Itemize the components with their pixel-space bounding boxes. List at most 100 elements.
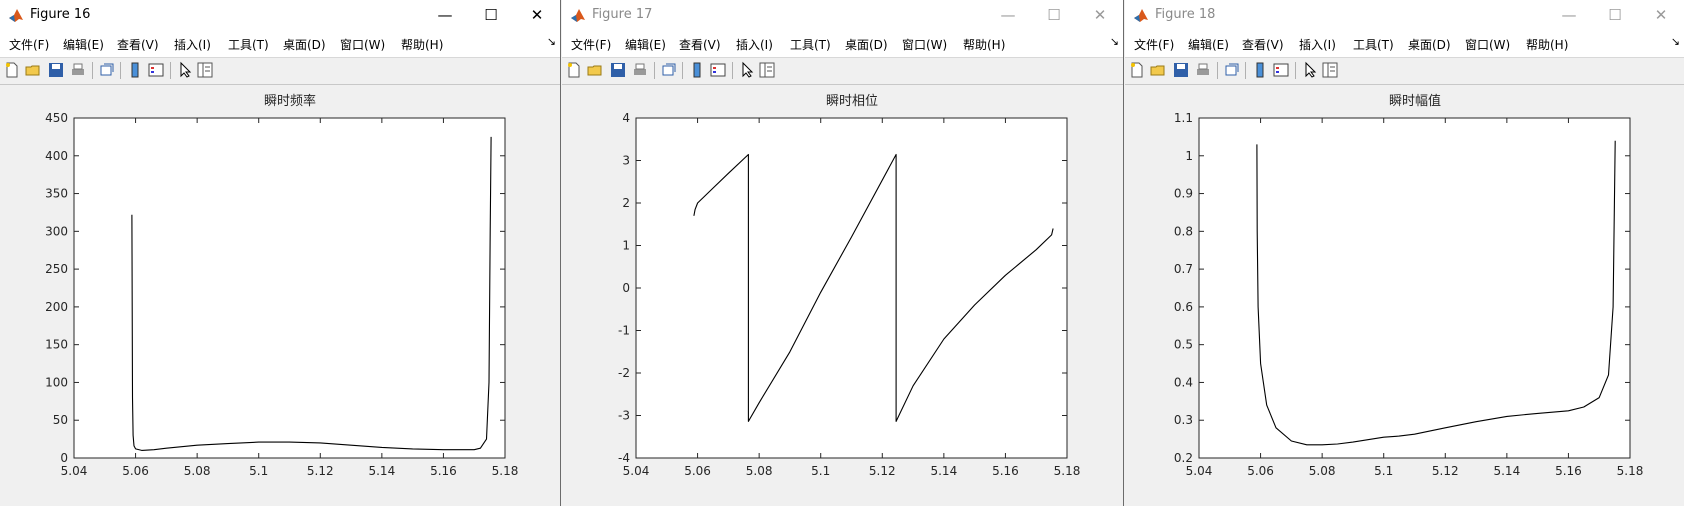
y-tick-label: 350 [45,187,68,201]
series-line [1256,140,1616,446]
chart-title: 瞬时相位 [826,94,878,109]
menu-edit[interactable]: 编辑(E) [63,38,104,52]
axes-box [635,117,1068,459]
menu-desktop[interactable]: 桌面(D) [283,38,326,52]
figure-18-window: Figure 18 — ☐ ✕ 文件(F) 编辑(E) 查看(V) 插入(I) … [1125,0,1684,506]
property-inspector-icon[interactable] [196,61,214,79]
figure-16-window: Figure 16 — ☐ ✕ 文件(F) 编辑(E) 查看(V) 插入(I) … [0,0,561,506]
toolbar-separator [170,62,171,79]
new-figure-icon[interactable] [3,61,21,79]
menu-tools[interactable]: 工具(T) [1353,38,1394,52]
menu-help[interactable]: 帮助(H) [1526,38,1569,52]
insert-legend-icon[interactable] [147,61,165,79]
insert-colorbar-icon[interactable] [1251,61,1269,79]
menu-file[interactable]: 文件(F) [9,38,50,52]
insert-colorbar-icon[interactable] [688,61,706,79]
menu-insert[interactable]: 插入(I) [174,38,211,52]
x-tick-label: 5.08 [184,464,211,478]
x-tick-label: 5.12 [869,464,896,478]
x-tick-label: 5.14 [368,464,395,478]
menu-window[interactable]: 窗口(W) [1465,38,1511,52]
x-tick-label: 5.1 [249,464,268,478]
title-bar[interactable]: Figure 16 — ☐ ✕ [0,0,560,30]
menu-help[interactable]: 帮助(H) [401,38,444,52]
property-inspector-icon[interactable] [1321,61,1339,79]
menu-insert[interactable]: 插入(I) [1299,38,1336,52]
edit-plot-arrow-icon[interactable] [176,61,194,79]
toolbar [562,58,1123,85]
open-file-icon[interactable] [1149,61,1167,79]
axes-svg[interactable]: 5.04 5.06 5.08 5.1 5.12 5.14 5.16 5.18 0.2 0.3 0.4… [1125,85,1684,506]
maximize-button[interactable]: ☐ [1047,6,1061,24]
minimize-button[interactable]: — [437,6,453,24]
close-button[interactable]: ✕ [1654,6,1668,24]
menu-file[interactable]: 文件(F) [1134,38,1175,52]
matlab-icon [1134,9,1148,22]
link-plot-icon[interactable] [1223,61,1241,79]
menu-help[interactable]: 帮助(H) [963,38,1006,52]
menu-overflow-icon[interactable]: ↘ [1109,35,1119,48]
x-tick-label: 5.08 [746,464,773,478]
figure-17-window: Figure 17 — ☐ ✕ 文件(F) 编辑(E) 查看(V) 插入(I) … [562,0,1124,506]
insert-legend-icon[interactable] [1272,61,1290,79]
link-plot-icon[interactable] [98,61,116,79]
save-icon[interactable] [47,61,65,79]
x-tick-label: 5.12 [307,464,334,478]
window-title: Figure 16 [30,7,91,22]
menu-view[interactable]: 查看(V) [117,38,159,52]
menu-overflow-icon[interactable]: ↘ [1670,35,1680,48]
menu-view[interactable]: 查看(V) [679,38,721,52]
title-bar[interactable]: Figure 17 — ☐ ✕ [562,0,1123,30]
y-tick-label: -1 [618,324,630,338]
axes-svg[interactable]: 5.04 5.06 5.08 5.1 5.12 5.14 5.16 5.18 0 50 100 150… [0,85,561,506]
menu-insert[interactable]: 插入(I) [736,38,773,52]
link-plot-icon[interactable] [660,61,678,79]
menu-overflow-icon[interactable]: ↘ [546,35,556,48]
x-tick-label: 5.06 [684,464,711,478]
print-icon[interactable] [1194,61,1212,79]
new-figure-icon[interactable] [1128,61,1146,79]
insert-colorbar-icon[interactable] [126,61,144,79]
y-tick-label: 300 [45,224,68,238]
menu-view[interactable]: 查看(V) [1242,38,1284,52]
maximize-button[interactable]: ☐ [1608,6,1622,24]
series-line [693,153,1054,422]
save-icon[interactable] [1172,61,1190,79]
menu-desktop[interactable]: 桌面(D) [845,38,888,52]
title-bar[interactable]: Figure 18 — ☐ ✕ [1125,0,1684,30]
chart-title: 瞬时幅值 [1389,93,1441,109]
toolbar-separator [654,62,655,79]
print-icon[interactable] [69,61,87,79]
axes-box [73,117,506,459]
menu-edit[interactable]: 编辑(E) [625,38,666,52]
plot-area: 5.04 5.06 5.08 5.1 5.12 5.14 5.16 5.18 -4 -3 -2 -1 0… [562,85,1123,506]
minimize-button[interactable]: — [1561,6,1577,24]
axes-svg[interactable]: 5.04 5.06 5.08 5.1 5.12 5.14 5.16 5.18 -4 -3 -2 -1 0… [562,85,1124,506]
property-inspector-icon[interactable] [758,61,776,79]
open-file-icon[interactable] [586,61,604,79]
menu-tools[interactable]: 工具(T) [790,38,831,52]
edit-plot-arrow-icon[interactable] [1301,61,1319,79]
minimize-button[interactable]: — [1000,6,1016,24]
menu-window[interactable]: 窗口(W) [340,38,386,52]
x-tick-label: 5.04 [1186,464,1213,478]
edit-plot-arrow-icon[interactable] [738,61,756,79]
x-tick-label: 5.18 [1617,464,1644,478]
y-tick-label: 0.2 [1174,451,1193,465]
menu-edit[interactable]: 编辑(E) [1188,38,1229,52]
print-icon[interactable] [631,61,649,79]
menu-file[interactable]: 文件(F) [571,38,612,52]
y-tick-label: -4 [618,451,630,465]
open-file-icon[interactable] [24,61,42,79]
new-figure-icon[interactable] [565,61,583,79]
menu-desktop[interactable]: 桌面(D) [1408,38,1451,52]
close-button[interactable]: ✕ [1093,6,1107,24]
insert-legend-icon[interactable] [709,61,727,79]
toolbar-separator [1217,62,1218,79]
y-tick-label: -3 [618,409,630,423]
menu-tools[interactable]: 工具(T) [228,38,269,52]
save-icon[interactable] [609,61,627,79]
menu-window[interactable]: 窗口(W) [902,38,948,52]
close-button[interactable]: ✕ [530,6,544,24]
maximize-button[interactable]: ☐ [484,6,498,24]
